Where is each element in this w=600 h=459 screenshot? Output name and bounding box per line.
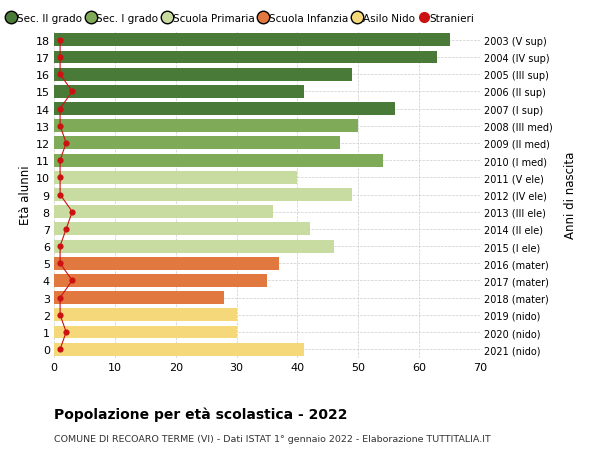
Point — [55, 174, 65, 182]
Point — [61, 226, 71, 233]
Point — [55, 54, 65, 62]
Point — [61, 329, 71, 336]
Bar — [54, 291, 224, 304]
Point — [55, 346, 65, 353]
Point — [55, 37, 65, 45]
Bar — [54, 309, 236, 322]
Point — [67, 89, 77, 96]
Point — [55, 243, 65, 250]
Bar — [54, 103, 395, 116]
Bar — [54, 68, 352, 81]
Point — [55, 157, 65, 164]
Bar — [54, 172, 298, 185]
Y-axis label: Età alunni: Età alunni — [19, 165, 32, 225]
Bar — [54, 223, 310, 236]
Point — [55, 294, 65, 302]
Bar — [54, 240, 334, 253]
Bar — [54, 34, 449, 47]
Point — [55, 191, 65, 199]
Bar — [54, 154, 383, 167]
Bar — [54, 120, 358, 133]
Point — [67, 208, 77, 216]
Bar — [54, 343, 304, 356]
Point — [55, 123, 65, 130]
Bar — [54, 257, 279, 270]
Bar — [54, 51, 437, 64]
Bar — [54, 206, 273, 218]
Point — [61, 140, 71, 147]
Text: COMUNE DI RECOARO TERME (VI) - Dati ISTAT 1° gennaio 2022 - Elaborazione TUTTITA: COMUNE DI RECOARO TERME (VI) - Dati ISTA… — [54, 434, 491, 443]
Bar — [54, 137, 340, 150]
Point — [55, 71, 65, 78]
Bar — [54, 86, 304, 99]
Point — [55, 106, 65, 113]
Point — [67, 277, 77, 285]
Point — [55, 260, 65, 267]
Bar — [54, 189, 352, 202]
Bar — [54, 326, 236, 339]
Legend: Sec. II grado, Sec. I grado, Scuola Primaria, Scuola Infanzia, Asilo Nido, Stran: Sec. II grado, Sec. I grado, Scuola Prim… — [8, 13, 475, 24]
Bar — [54, 274, 267, 287]
Point — [55, 312, 65, 319]
Text: Popolazione per età scolastica - 2022: Popolazione per età scolastica - 2022 — [54, 406, 347, 421]
Y-axis label: Anni di nascita: Anni di nascita — [564, 151, 577, 239]
